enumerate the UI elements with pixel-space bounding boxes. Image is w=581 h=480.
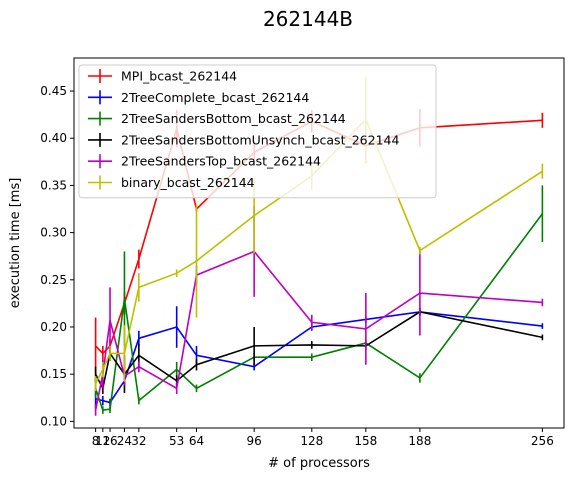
series-1: [94, 306, 544, 409]
legend-label: 2TreeSandersBottomUnsynch_bcast_262144: [121, 132, 399, 147]
y-tick-label: 0.25: [40, 273, 67, 287]
x-tick-label: 12: [95, 434, 110, 448]
y-tick-label: 0.30: [40, 226, 67, 240]
x-axis-label: # of processors: [268, 456, 370, 471]
legend-item: 2TreeSandersBottom_bcast_262144: [88, 111, 346, 126]
x-tick-label: 64: [189, 434, 204, 448]
series-line: [94, 250, 543, 411]
legend-item: 2TreeSandersTop_bcast_262144: [88, 154, 321, 169]
x-tick-label: 96: [247, 434, 262, 448]
series-line: [94, 213, 544, 411]
series-line: [95, 311, 543, 404]
y-tick-label: 0.15: [40, 367, 67, 381]
legend-item: 2TreeComplete_bcast_262144: [88, 90, 309, 105]
series-line: [94, 311, 543, 391]
y-tick-label: 0.10: [40, 414, 67, 428]
legend-item: 2TreeSandersBottomUnsynch_bcast_262144: [88, 132, 399, 147]
series-4: [94, 206, 544, 416]
y-axis-label: execution time [ms]: [8, 178, 23, 309]
x-tick-label: 128: [300, 434, 323, 448]
x-tick-label: 16: [102, 434, 117, 448]
y-axis: 0.10 0.15 0.20 0.25 0.30 0.35 0.40 0.45: [40, 84, 74, 428]
legend-item: MPI_bcast_262144: [88, 69, 237, 84]
x-tick-label: 8: [92, 434, 100, 448]
plot-frame: [73, 57, 565, 429]
y-tick-label: 0.45: [40, 84, 67, 98]
y-tick-label: 0.35: [40, 178, 67, 192]
legend: MPI_bcast_262144 2TreeComplete_bcast_2621…: [78, 64, 437, 199]
x-tick-label: 256: [531, 434, 554, 448]
legend-label: MPI_bcast_262144: [121, 69, 237, 84]
legend-label: binary_bcast_262144: [121, 175, 255, 190]
x-tick-label: 24: [117, 434, 132, 448]
y-tick-label: 0.20: [40, 320, 67, 334]
chart-title: 262144B: [263, 7, 353, 31]
legend-box: [78, 64, 437, 199]
x-tick-label: 53: [169, 434, 184, 448]
y-tick-label: 0.40: [40, 131, 67, 145]
legend-item: binary_bcast_262144: [88, 175, 255, 190]
x-tick-label: 158: [354, 434, 377, 448]
x-tick-label: 188: [408, 434, 431, 448]
x-tick-label: 32: [131, 434, 146, 448]
legend-label: 2TreeComplete_bcast_262144: [121, 90, 309, 105]
legend-label: 2TreeSandersBottom_bcast_262144: [121, 111, 346, 126]
legend-label: 2TreeSandersTop_bcast_262144: [121, 154, 321, 169]
